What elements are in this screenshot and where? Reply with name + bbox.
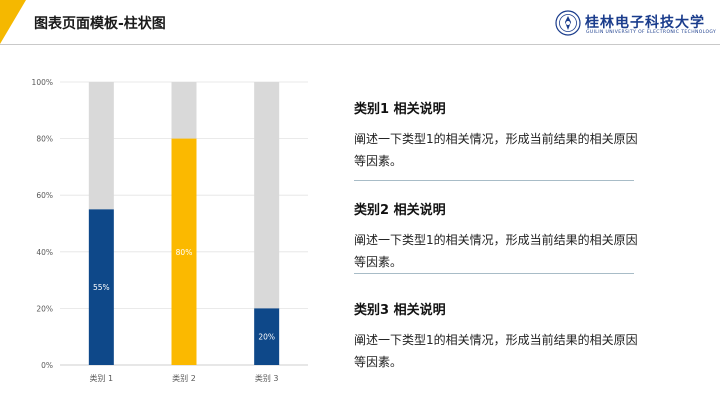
seal-icon [555,10,581,36]
y-tick-label: 20% [36,304,53,313]
bar [88,209,114,365]
description-divider [354,273,634,274]
x-tick-label: 类别 2 [172,373,196,383]
y-tick-label: 60% [36,191,53,200]
description-heading: 类别1 相关说明 [354,102,446,117]
description-heading: 类别2 相关说明 [354,203,446,218]
university-logo: 桂林电子科技大学 GUILIN UNIVERSITY OF ELECTRONIC… [555,10,716,40]
y-tick-label: 0% [41,361,53,370]
y-tick-label: 100% [32,78,53,87]
corner-accent [0,0,26,44]
data-label: 55% [93,283,110,292]
description-3: 类别3 相关说明 阐述一下类型1的相关情况，形成当前结果的相关原因等因素。 [354,299,644,373]
description-2: 类别2 相关说明 阐述一下类型1的相关情况，形成当前结果的相关原因等因素。 [354,199,644,273]
header-divider [0,44,720,45]
bar [171,138,197,365]
description-heading: 类别3 相关说明 [354,303,446,318]
data-label: 80% [176,248,193,257]
bar-chart: 0% 20% 40% 60% 80% 100% 55% 类别 1 80% 类别 2 20% 类别 3 [32,78,308,383]
description-body: 阐述一下类型1的相关情况，形成当前结果的相关原因等因素。 [354,233,638,269]
x-tick-label: 类别 1 [90,373,114,383]
bar-remainder [171,82,197,139]
bar-remainder [88,82,114,210]
y-tick-label: 80% [36,135,53,144]
bar [254,308,280,365]
logo-name-en: GUILIN UNIVERSITY OF ELECTRONIC TECHNOLO… [586,30,717,35]
description-1: 类别1 相关说明 阐述一下类型1的相关情况，形成当前结果的相关原因等因素。 [354,98,644,172]
data-label: 20% [258,333,275,342]
x-tick-label: 类别 3 [255,373,279,383]
y-tick-label: 40% [36,248,53,257]
logo-name-cn: 桂林电子科技大学 [585,15,705,31]
page-title: 图表页面模板-柱状图 [34,16,166,32]
description-body: 阐述一下类型1的相关情况，形成当前结果的相关原因等因素。 [354,333,638,369]
description-body: 阐述一下类型1的相关情况，形成当前结果的相关原因等因素。 [354,132,638,168]
description-divider [354,180,634,181]
bar-remainder [254,82,280,309]
